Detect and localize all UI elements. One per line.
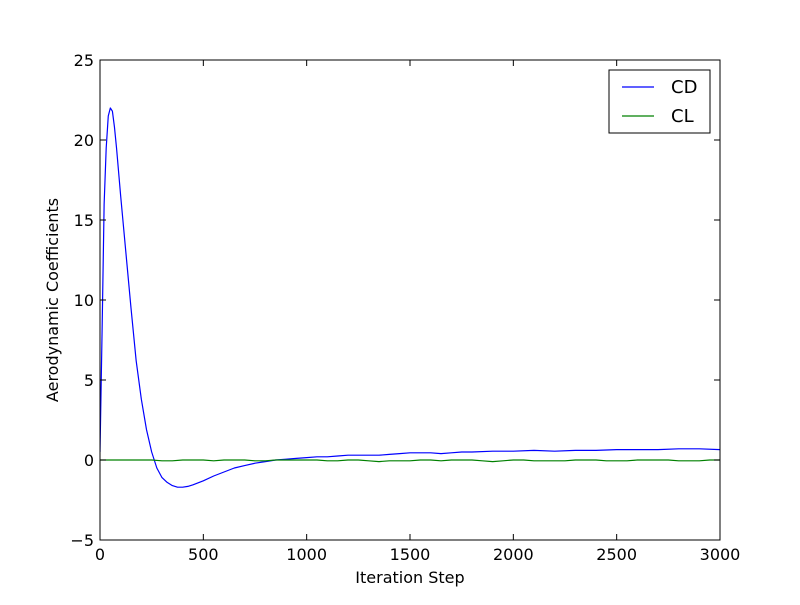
legend-label-cd: CD xyxy=(671,77,697,98)
y-tick-label: 5 xyxy=(84,371,94,390)
x-tick-label: 3000 xyxy=(700,545,741,564)
legend-label-cl: CL xyxy=(671,106,694,127)
x-axis-label: Iteration Step xyxy=(355,568,464,587)
legend-box xyxy=(608,69,711,134)
y-tick-label: 15 xyxy=(74,211,94,230)
y-tick-label: 20 xyxy=(74,131,94,150)
series-line-cd xyxy=(100,107,720,488)
y-tick-label: 0 xyxy=(84,451,94,470)
y-axis: −5 0 5 10 15 20 25 xyxy=(70,51,720,550)
x-tick-label: 1000 xyxy=(286,545,327,564)
x-tick-label: 1500 xyxy=(390,545,431,564)
y-tick-label: 25 xyxy=(74,51,94,70)
y-tick-label: 10 xyxy=(74,291,94,310)
x-tick-label: 0 xyxy=(95,545,105,564)
x-axis: 0 500 1000 1500 2000 2500 3000 xyxy=(95,60,740,564)
y-tick-label: −5 xyxy=(70,531,94,550)
x-tick-label: 2500 xyxy=(596,545,637,564)
series-layer xyxy=(100,107,720,488)
y-axis-label: Aerodynamic Coefficients xyxy=(43,198,62,402)
series-line-cl xyxy=(100,459,720,463)
legend: CD CL xyxy=(608,69,711,134)
x-tick-label: 500 xyxy=(188,545,219,564)
x-tick-label: 2000 xyxy=(493,545,534,564)
